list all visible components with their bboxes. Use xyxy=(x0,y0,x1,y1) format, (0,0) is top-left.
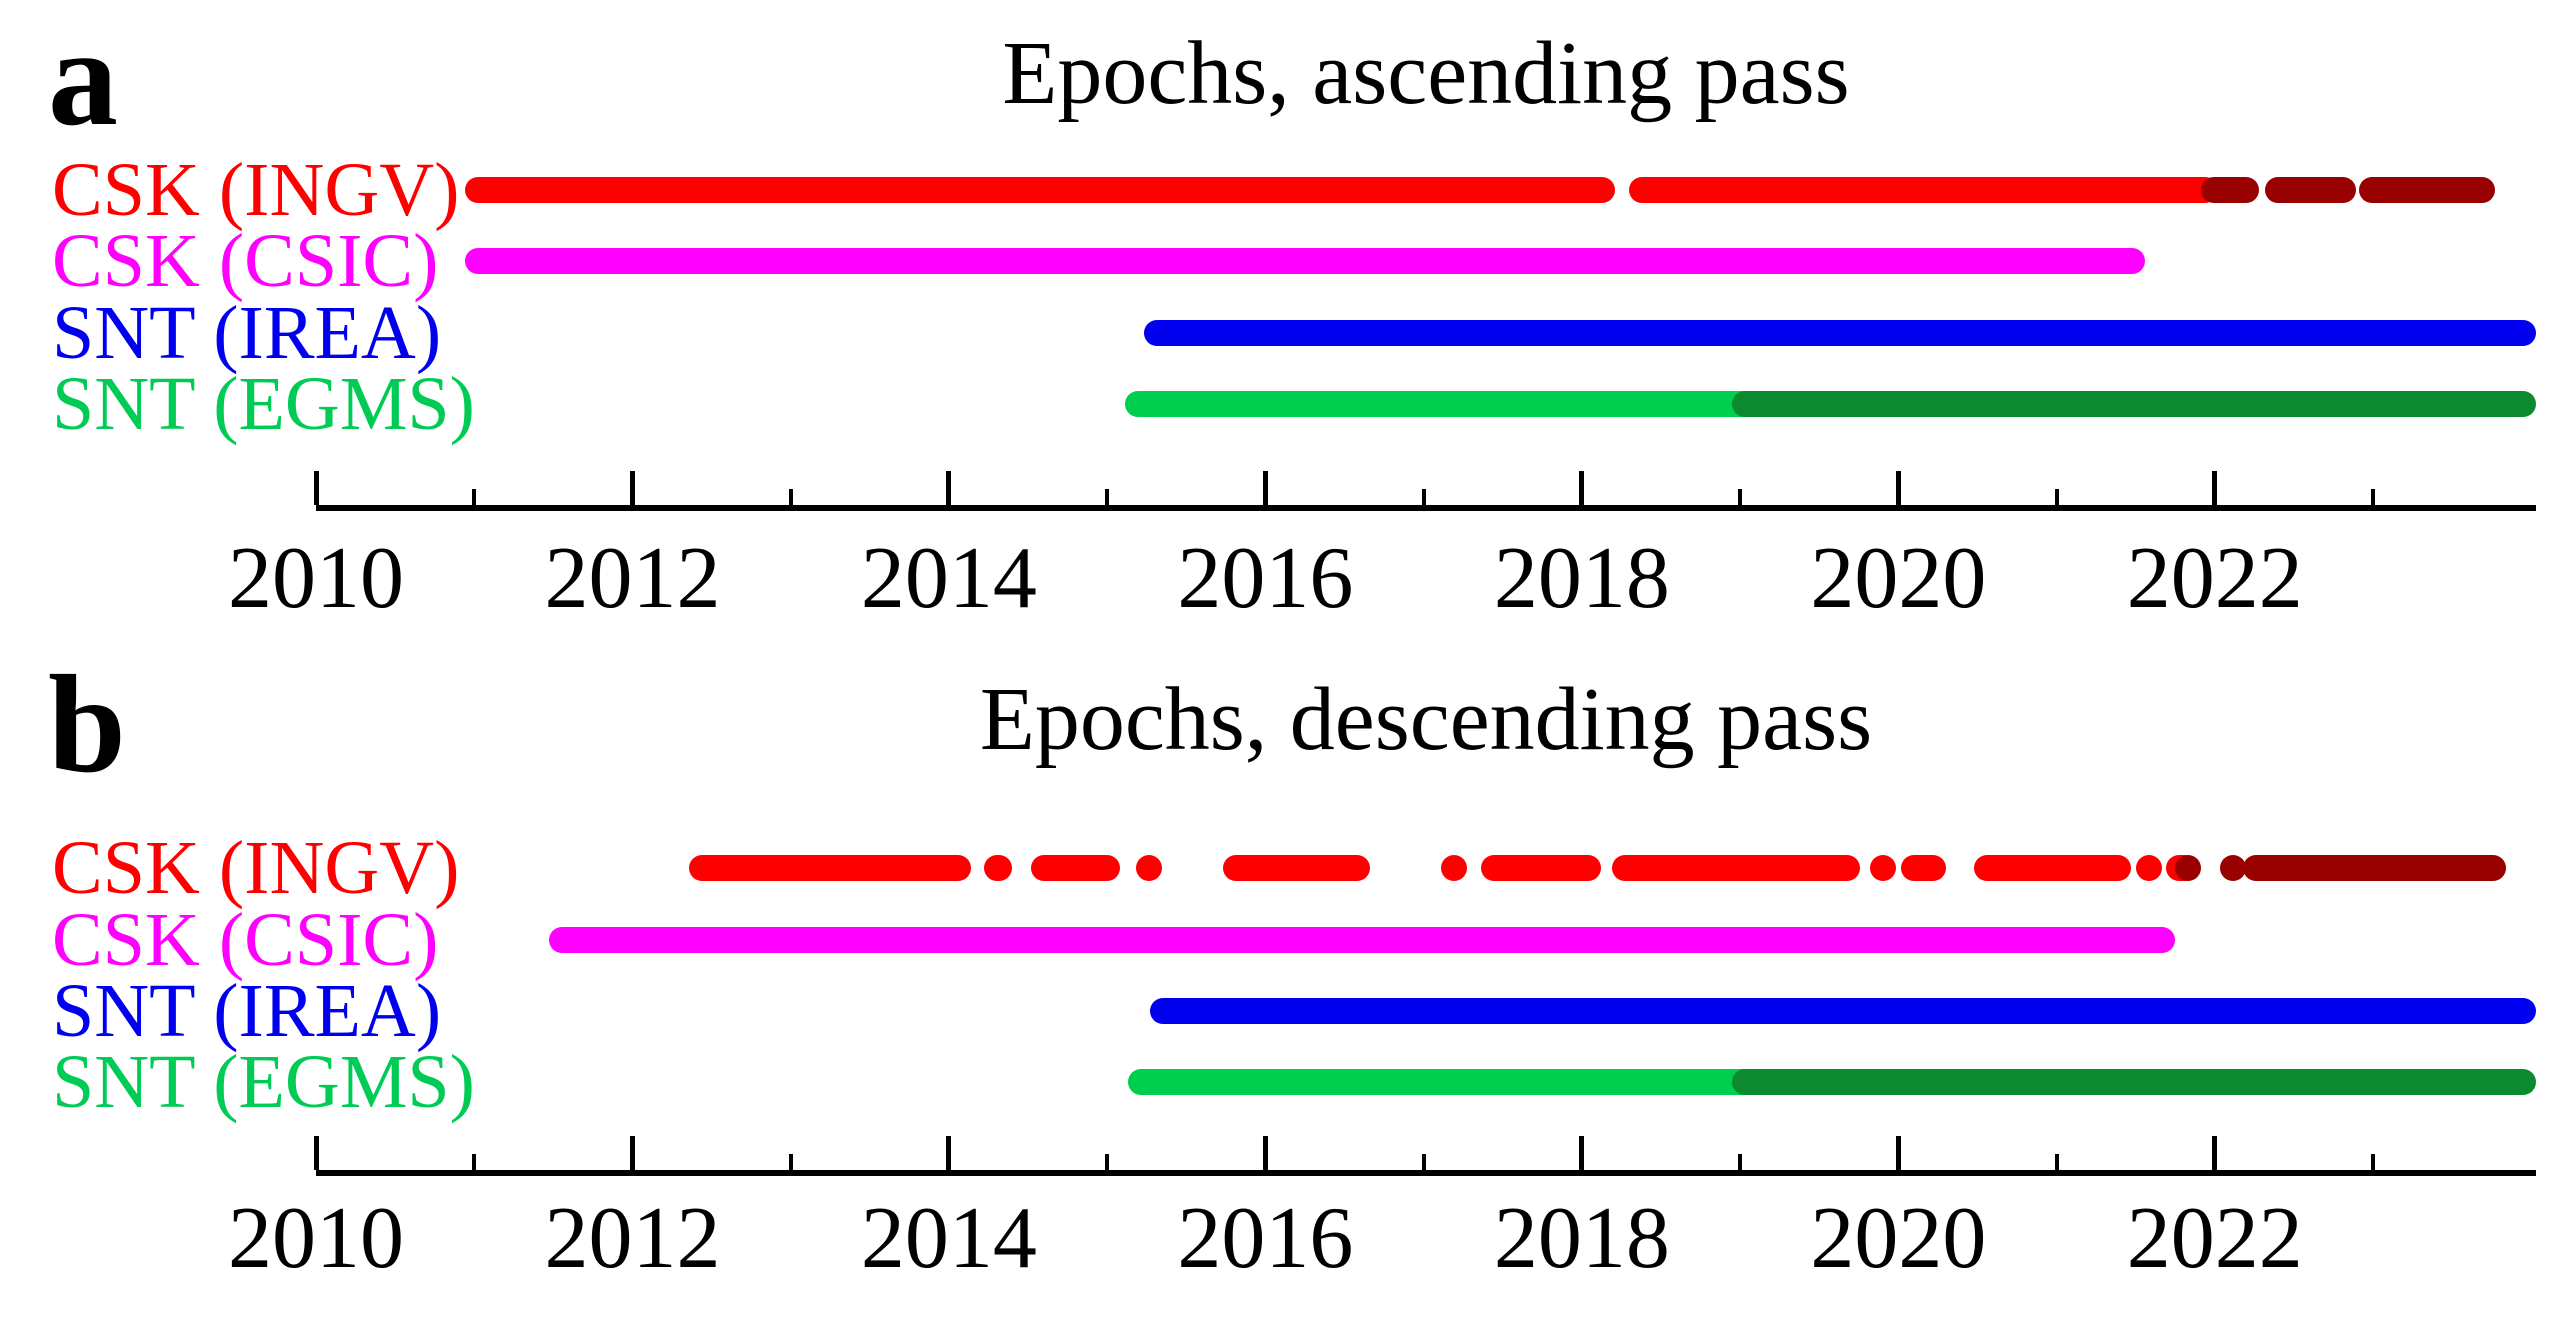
major-tick-2022 xyxy=(2212,471,2218,505)
tick-label-2022: 2022 xyxy=(2126,530,2303,627)
tick-label-2014: 2014 xyxy=(860,530,1037,627)
panel-b-csk-ingv-segment xyxy=(1480,855,1601,881)
panel-b-csk-ingv-segment xyxy=(2135,855,2162,881)
tick-label-2018: 2018 xyxy=(1493,1190,1670,1287)
minor-tick-2017 xyxy=(1421,489,1426,505)
major-tick-2014 xyxy=(946,471,952,505)
row-label-csk-csic: CSK (CSIC) xyxy=(52,898,439,982)
panel-a-axis-line xyxy=(316,505,2536,511)
panel-b-csk-ingv-segment xyxy=(1901,855,1946,881)
major-tick-2012 xyxy=(629,471,635,505)
major-tick-2022 xyxy=(2212,1136,2218,1170)
panel-b-csk-ingv-segment xyxy=(1974,855,2131,881)
major-tick-2010 xyxy=(313,1136,319,1170)
tick-label-2014: 2014 xyxy=(860,1190,1037,1287)
row-label-csk-csic: CSK (CSIC) xyxy=(52,219,439,303)
minor-tick-2019 xyxy=(1738,1154,1743,1170)
minor-tick-2019 xyxy=(1738,489,1743,505)
tick-label-2020: 2020 xyxy=(1810,530,1987,627)
panel-b-csk-ingv-recent-segment xyxy=(2219,855,2246,881)
major-tick-2020 xyxy=(1895,471,1901,505)
panel-b-csk-csic-segment xyxy=(548,927,2176,953)
major-tick-2016 xyxy=(1262,471,1268,505)
panel-a-csk-ingv-segment xyxy=(464,177,1616,203)
row-label-snt-egms: SNT (EGMS) xyxy=(52,362,475,446)
minor-tick-2013 xyxy=(788,1154,793,1170)
panel-b-snt-irea-segment xyxy=(1149,998,2536,1024)
panel-a-csk-ingv-segment xyxy=(1629,177,2218,203)
tick-label-2010: 2010 xyxy=(228,1190,404,1287)
panel-b-csk-ingv-segment xyxy=(689,855,972,881)
panel-a-snt-irea-segment xyxy=(1143,320,2536,346)
panel-b-csk-ingv-segment xyxy=(1441,855,1468,881)
panel-a-title: Epochs, ascending pass xyxy=(1002,24,1850,123)
tick-label-2016: 2016 xyxy=(1177,530,1354,627)
minor-tick-2017 xyxy=(1421,1154,1426,1170)
tick-label-2020: 2020 xyxy=(1810,1190,1987,1287)
minor-tick-2021 xyxy=(2054,1154,2059,1170)
major-tick-2018 xyxy=(1579,471,1585,505)
panel-a-csk-csic-segment xyxy=(464,248,2146,274)
panel-a-csk-ingv-recent-segment xyxy=(2265,177,2356,203)
tick-label-2012: 2012 xyxy=(544,1190,721,1287)
panel-b-csk-ingv-segment xyxy=(1135,855,1162,881)
minor-tick-2011 xyxy=(472,1154,477,1170)
major-tick-2020 xyxy=(1895,1136,1901,1170)
major-tick-2018 xyxy=(1579,1136,1585,1170)
minor-tick-2011 xyxy=(472,489,477,505)
tick-label-2010: 2010 xyxy=(228,530,404,627)
tick-label-2016: 2016 xyxy=(1177,1190,1354,1287)
row-label-csk-ingv: CSK (INGV) xyxy=(52,148,460,232)
panel-b-snt-egms-recent-segment xyxy=(1732,1069,2536,1095)
major-tick-2014 xyxy=(946,1136,952,1170)
panel-b-csk-ingv-segment xyxy=(983,855,1013,881)
panel-a-csk-ingv-recent-segment xyxy=(2358,177,2495,203)
tick-label-2022: 2022 xyxy=(2126,1190,2303,1287)
tick-label-2012: 2012 xyxy=(544,530,721,627)
panel-b-csk-ingv-segment xyxy=(1222,855,1370,881)
panel-a-corner-label: a xyxy=(48,0,118,155)
minor-tick-2023 xyxy=(2371,1154,2376,1170)
major-tick-2016 xyxy=(1262,1136,1268,1170)
major-tick-2012 xyxy=(629,1136,635,1170)
minor-tick-2013 xyxy=(788,489,793,505)
panel-b-csk-ingv-segment xyxy=(1611,855,1861,881)
panel-a-csk-ingv-recent-segment xyxy=(2200,177,2260,203)
row-label-snt-egms: SNT (EGMS) xyxy=(52,1040,475,1124)
panel-b-csk-ingv-recent-segment xyxy=(2243,855,2506,881)
row-label-snt-irea: SNT (IREA) xyxy=(52,291,442,375)
minor-tick-2021 xyxy=(2054,489,2059,505)
panel-b-corner-label: b xyxy=(48,647,126,802)
panel-b-title: Epochs, descending pass xyxy=(979,670,1873,769)
panel-b-csk-ingv-recent-segment xyxy=(2175,855,2202,881)
panel-b-csk-ingv-segment xyxy=(1869,855,1896,881)
minor-tick-2015 xyxy=(1105,489,1110,505)
minor-tick-2023 xyxy=(2371,489,2376,505)
minor-tick-2015 xyxy=(1105,1154,1110,1170)
row-label-snt-irea: SNT (IREA) xyxy=(52,969,442,1053)
panel-b-axis-line xyxy=(316,1170,2536,1176)
major-tick-2010 xyxy=(313,471,319,505)
row-label-csk-ingv: CSK (INGV) xyxy=(52,826,460,910)
panel-a-snt-egms-recent-segment xyxy=(1732,391,2536,417)
panel-b-csk-ingv-segment xyxy=(1031,855,1120,881)
tick-label-2018: 2018 xyxy=(1493,530,1670,627)
